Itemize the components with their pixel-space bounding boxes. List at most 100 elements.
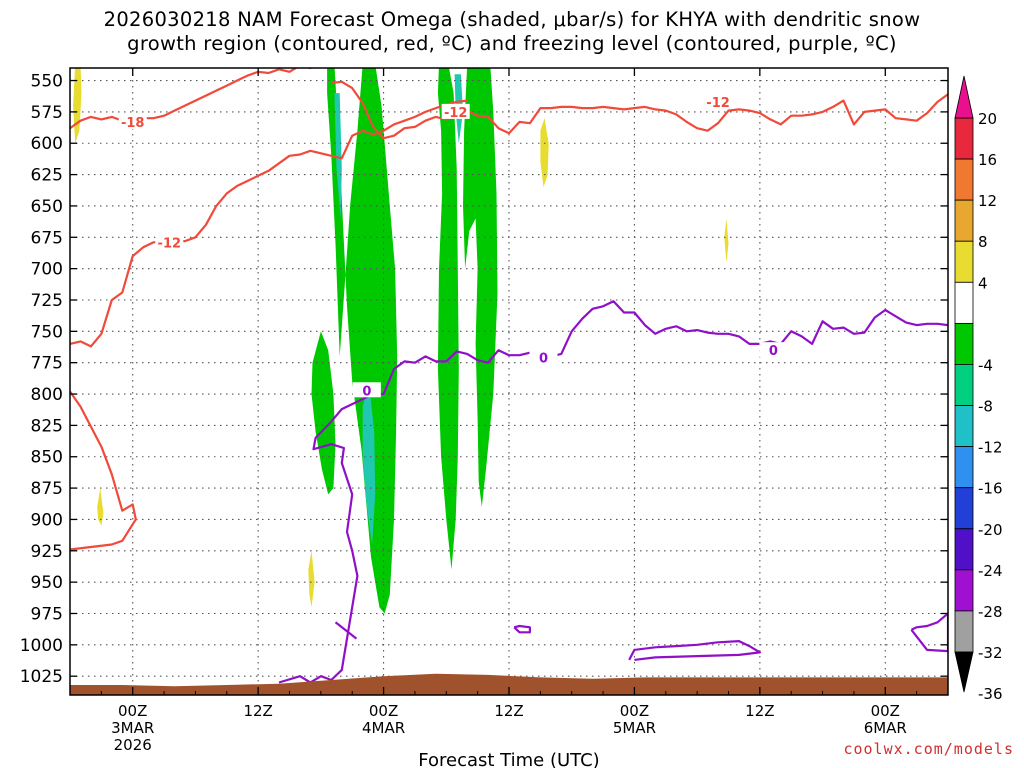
colorbar-bin-11	[954, 569, 974, 612]
contour-label-bg-1	[155, 234, 184, 250]
omega-yellow-1	[73, 68, 82, 144]
contour-label-bg-3	[704, 93, 733, 109]
colorbar-bin-1	[954, 158, 974, 201]
colorbar-label-7: -12	[978, 439, 1003, 457]
contour-label-5: 0	[539, 352, 548, 367]
colorbar-label-6: -8	[978, 398, 993, 416]
contour-label-3: -12	[706, 96, 730, 111]
y-tick-label-675: 675	[31, 228, 63, 248]
y-tick-label-1025: 1025	[20, 667, 63, 687]
y-tick-label-800: 800	[31, 385, 63, 405]
dgz-contour-0	[70, 68, 313, 130]
y-tick-label-775: 775	[31, 354, 63, 374]
colorbar-label-10: -24	[978, 562, 1003, 580]
y-tick-label-750: 750	[31, 322, 63, 342]
omega-green-col3	[463, 68, 498, 507]
terrain-fill	[70, 673, 948, 695]
contour-label-bg-2	[441, 103, 470, 119]
y-tick-label-725: 725	[31, 291, 63, 311]
contour-label-6: 0	[769, 344, 778, 359]
freezing-contour-3	[910, 612, 948, 653]
freezing-contour-4	[513, 624, 531, 634]
colorbar-bin-8	[954, 446, 974, 489]
dgz-contour-3	[70, 390, 137, 551]
x-tick-label-78-0: 00Z	[871, 702, 900, 720]
y-tick-label-975: 975	[31, 604, 63, 624]
y-tick-label-825: 825	[31, 416, 63, 436]
colorbar-label-8: -16	[978, 480, 1003, 498]
contour-label-bg-4	[352, 382, 381, 398]
contour-label-2: -12	[444, 106, 468, 121]
x-tick-label-42-0: 12Z	[494, 702, 523, 720]
colorbar-bin-2	[954, 199, 974, 242]
omega-teal-col1-low	[362, 381, 376, 545]
y-tick-label-950: 950	[31, 573, 63, 593]
colorbar-top-arrow	[954, 75, 974, 119]
colorbar-label-13: -36	[978, 685, 1003, 703]
y-tick-label-900: 900	[31, 510, 63, 530]
chart-title-line-2: growth region (contoured, red, ºC) and f…	[127, 32, 897, 55]
colorbar-bottom-arrow	[954, 651, 974, 693]
x-tick-label-66-0: 12Z	[745, 702, 774, 720]
colorbar-bin-3	[954, 240, 974, 283]
dgz-contour-2	[70, 99, 468, 348]
contour-label-0: -18	[121, 116, 145, 131]
y-tick-label-925: 925	[31, 542, 63, 562]
y-tick-label-700: 700	[31, 260, 63, 280]
colorbar-label-4: 4	[978, 274, 988, 292]
omega-green-col1	[327, 68, 398, 614]
chart-title-line-1: 2026030218 NAM Forecast Omega (shaded, μ…	[103, 8, 921, 31]
y-tick-label-625: 625	[31, 166, 63, 186]
y-tick-label-575: 575	[31, 103, 63, 123]
colorbar-bin-9	[954, 487, 974, 530]
contour-label-1: -12	[158, 236, 182, 251]
colorbar-label-5: -4	[978, 356, 993, 374]
freezing-contour-2	[628, 640, 761, 661]
omega-teal-col1	[334, 93, 342, 219]
colorbar-bin-7	[954, 405, 974, 448]
colorbar-bin-5	[954, 322, 974, 365]
colorbar-bin-6	[954, 364, 974, 406]
x-tick-label-6-2: 2026	[114, 736, 152, 754]
x-axis-label: Forecast Time (UTC)	[418, 750, 599, 768]
colorbar-bin-12	[954, 610, 974, 653]
contour-label-bg-6	[759, 342, 788, 358]
colorbar-bin-0	[954, 117, 974, 160]
colorbar-label-12: -32	[978, 644, 1003, 662]
omega-green-col2	[437, 68, 459, 570]
y-tick-label-850: 850	[31, 448, 63, 468]
x-tick-label-6-0: 00Z	[118, 702, 147, 720]
contour-label-bg-5	[529, 349, 558, 365]
contour-label-4: 0	[362, 384, 371, 399]
colorbar-label-1: 16	[978, 151, 997, 169]
omega-yellow-4	[97, 488, 104, 526]
colorbar-label-11: -28	[978, 603, 1003, 621]
x-tick-label-54-1: 5MAR	[613, 719, 656, 737]
x-tick-label-54-0: 00Z	[620, 702, 649, 720]
colorbar-label-3: 8	[978, 233, 988, 251]
colorbar-bin-4	[954, 281, 974, 324]
x-tick-label-78-1: 6MAR	[864, 719, 907, 737]
y-tick-label-650: 650	[31, 197, 63, 217]
x-tick-label-18-0: 12Z	[243, 702, 272, 720]
colorbar-label-9: -20	[978, 521, 1003, 539]
omega-green-col1-lobe	[311, 331, 336, 495]
x-tick-label-6-1: 3MAR	[111, 719, 154, 737]
colorbar-label-2: 12	[978, 192, 997, 210]
x-tick-label-30-0: 00Z	[369, 702, 398, 720]
y-tick-label-875: 875	[31, 479, 63, 499]
watermark: coolwx.com/models	[843, 740, 1014, 758]
omega-yellow-5	[308, 550, 315, 608]
x-tick-label-30-1: 4MAR	[362, 719, 405, 737]
y-tick-label-1000: 1000	[20, 636, 63, 656]
colorbar-bin-10	[954, 528, 974, 571]
y-tick-label-550: 550	[31, 72, 63, 92]
colorbar-label-0: 20	[978, 110, 997, 128]
contour-label-bg-0	[118, 113, 147, 129]
freezing-contour-1	[334, 621, 358, 640]
y-tick-label-600: 600	[31, 134, 63, 154]
dgz-contour-1	[331, 80, 948, 140]
omega-yellow-2	[540, 118, 549, 188]
omega-yellow-3	[724, 218, 729, 263]
